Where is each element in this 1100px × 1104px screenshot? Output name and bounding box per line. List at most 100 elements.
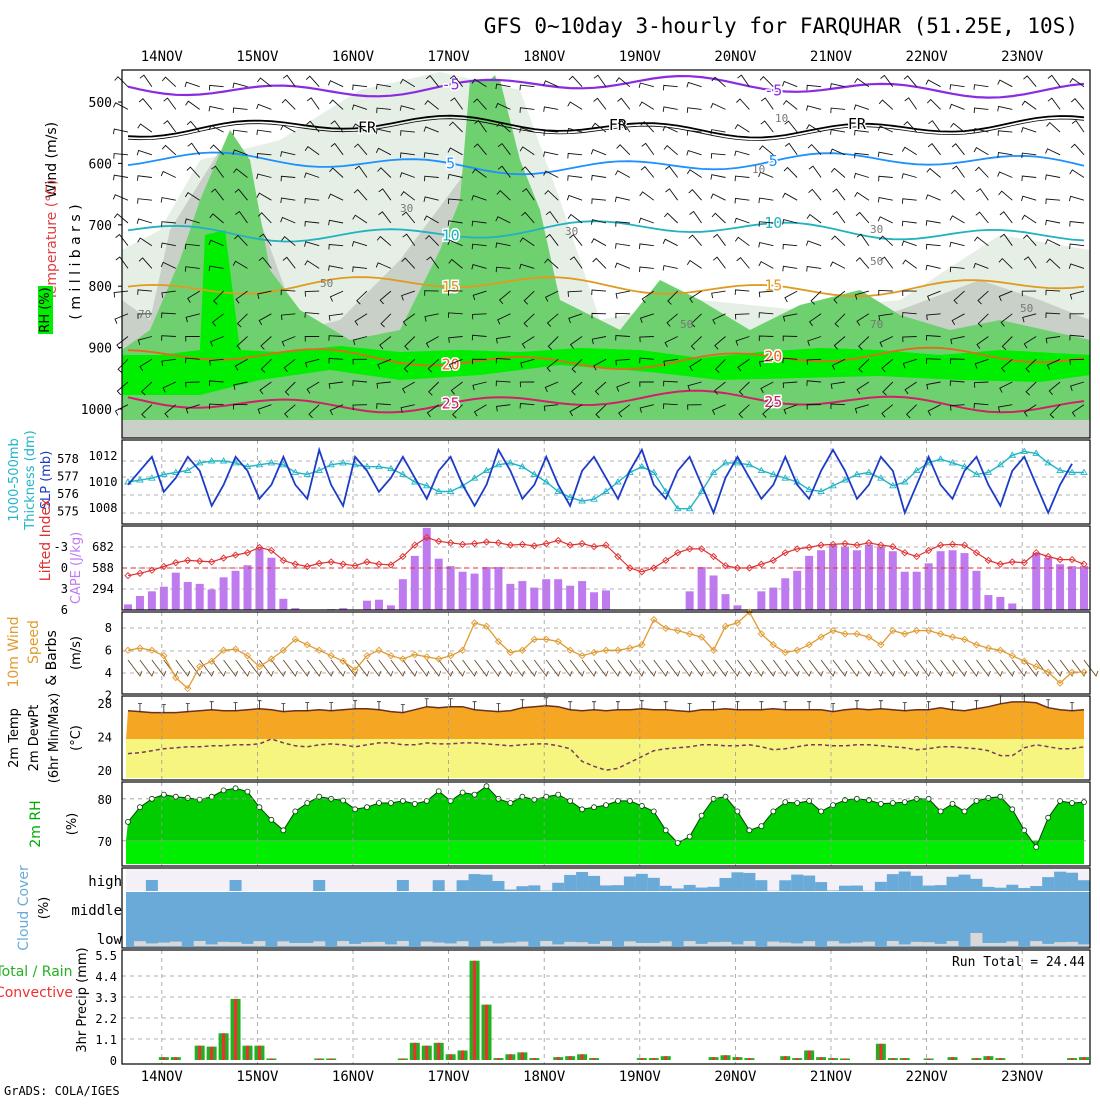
date-label-bottom: 15NOV xyxy=(236,1069,279,1085)
cloud-level-label: middle xyxy=(71,903,122,919)
cloud-high-bar xyxy=(947,877,959,891)
date-label-top: 18NOV xyxy=(523,49,566,65)
cloud-high-bar xyxy=(743,873,755,891)
rh2m-point xyxy=(388,801,393,806)
cloud-high-bar xyxy=(887,874,899,891)
isotherm-label: 15 xyxy=(442,278,460,296)
temp2m-minmax-bar xyxy=(974,701,978,709)
cloud-low-bar xyxy=(433,943,445,946)
temp2m-minmax-bar xyxy=(186,704,190,712)
cape-bar xyxy=(471,574,479,610)
temp2m-minmax-bar xyxy=(377,702,381,710)
temp2m-minmax-bar xyxy=(759,702,763,710)
cape-bar xyxy=(518,581,526,610)
cloud-low-bar xyxy=(696,944,708,946)
precip-convective-bar xyxy=(808,1050,811,1060)
cloud-low-bar xyxy=(361,942,373,946)
wind10m-barb xyxy=(809,660,823,676)
thickness-tick-label: 575 xyxy=(57,505,79,519)
cloud-low-bar xyxy=(134,941,146,946)
temp2m-minmax-bar xyxy=(473,702,477,710)
temp2m-minmax-bar xyxy=(544,698,548,706)
precip-tick-label: 3.3 xyxy=(95,991,117,1005)
date-label-bottom: 20NOV xyxy=(714,1069,757,1085)
rh2m-point xyxy=(902,800,907,805)
wind10m-barb xyxy=(821,660,835,676)
rh2m-point xyxy=(556,792,561,797)
cape-bar xyxy=(781,578,789,610)
precip-tick-label: 5.5 xyxy=(95,949,117,963)
date-label-top: 20NOV xyxy=(714,49,757,65)
temp2m-minmax-bar xyxy=(234,703,238,711)
temp2m-axis-label: 2m Temp xyxy=(7,708,22,768)
rh2m-point xyxy=(137,805,142,810)
cloud-low-bar xyxy=(1006,941,1018,946)
cloud-low-bar xyxy=(839,943,851,946)
precip-convective-bar xyxy=(975,1058,978,1060)
slp-axis-label-thickness-1: 1000-500mb xyxy=(7,438,22,522)
rh2m-point xyxy=(149,796,154,801)
rh2m-point xyxy=(687,834,692,839)
wind10m-barb xyxy=(988,660,1002,676)
temp2m-minmax-bar xyxy=(281,704,285,712)
cape-bar xyxy=(590,592,598,610)
cape-bar xyxy=(459,572,467,610)
wind10m-barb xyxy=(654,660,668,676)
temp2m-minmax-bar xyxy=(329,703,333,711)
cloud-axis-label: Cloud Cover xyxy=(16,865,32,951)
precip-legend-convective: Convective xyxy=(0,985,73,1001)
cloud-low-bar xyxy=(421,942,433,946)
rh2m-point xyxy=(508,801,513,806)
precip-convective-bar xyxy=(712,1057,715,1060)
cape-bar xyxy=(1032,553,1040,610)
date-label-top: 15NOV xyxy=(236,49,279,65)
rh2m-point xyxy=(197,797,202,802)
thickness-tick-label: 576 xyxy=(57,487,79,501)
isotherm-label: 10 xyxy=(442,227,460,245)
rh2m-point xyxy=(699,813,704,818)
rh-contour-label: 50 xyxy=(870,255,883,268)
cloud-axis-unit: (%) xyxy=(37,897,52,920)
cloud-high-bar xyxy=(636,874,648,891)
wind10m-barb xyxy=(917,660,931,676)
temp2m-tick-label: 24 xyxy=(98,731,112,745)
rh2m-point xyxy=(795,801,800,806)
rh2m-point xyxy=(1034,845,1039,850)
rh2m-point xyxy=(472,792,477,797)
cape-bar xyxy=(757,591,765,610)
precip-convective-bar xyxy=(401,1058,404,1060)
rh2m-point xyxy=(1070,801,1075,806)
cape-bar xyxy=(1008,603,1016,610)
isotherm-label: 25 xyxy=(764,393,782,411)
wind10m-barb xyxy=(678,660,692,676)
isotherm-label: 20 xyxy=(442,356,460,374)
cloud-high-bar xyxy=(851,886,863,891)
cloud-low-bar xyxy=(851,943,863,946)
temp2m-axis-label: (°C) xyxy=(69,725,84,751)
temp2m-minmax-bar xyxy=(807,702,811,710)
cape-bar xyxy=(483,567,491,610)
rh2m-axis-label: 2m RH xyxy=(28,800,44,847)
precip-tick-label: 0 xyxy=(110,1054,117,1068)
wind10m-barb xyxy=(367,660,381,676)
cloud-low-bar xyxy=(194,941,206,946)
cloud-low-bar xyxy=(289,943,301,946)
cloud-low-bar xyxy=(731,944,743,946)
cloud-low-bar xyxy=(1030,941,1042,946)
wind10m-barb xyxy=(546,660,560,676)
cape-bar xyxy=(1068,566,1076,610)
cloud-high-bar xyxy=(720,878,732,891)
upper-tick-label: 800 xyxy=(89,280,112,295)
temp2m-minmax-bar xyxy=(903,703,907,711)
precip-convective-bar xyxy=(903,1058,906,1060)
rh2m-point xyxy=(962,809,967,814)
cloud-low-bar xyxy=(158,943,170,946)
upper-axis-label-temperature: Temperature (°C) xyxy=(44,180,60,302)
isotherm-label: FR xyxy=(848,115,867,133)
isotherm-label: 20 xyxy=(764,348,782,366)
cloud-high-bar xyxy=(552,883,564,891)
cape-tick-label: 588 xyxy=(92,561,114,575)
wind10m-barb xyxy=(403,660,417,676)
cloud-low-bar xyxy=(923,942,935,946)
temp2m-minmax-bar xyxy=(1070,703,1074,711)
